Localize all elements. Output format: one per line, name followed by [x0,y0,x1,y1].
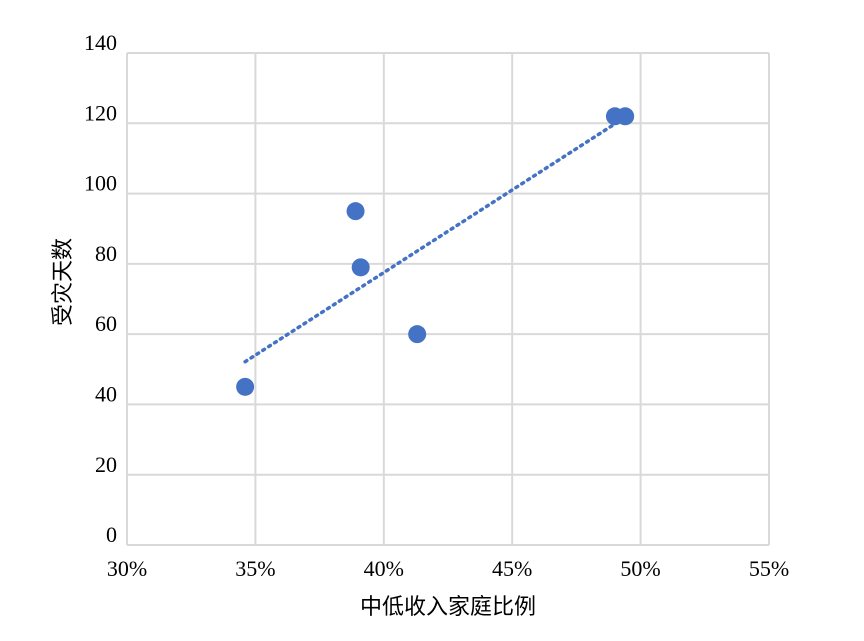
x-tick-label: 45% [492,556,532,581]
y-axis-title: 受灾天数 [51,238,76,326]
point [236,377,255,396]
y-tick-label: 140 [84,30,117,55]
x-tick-label: 40% [364,556,404,581]
trendline [243,115,627,364]
y-tick-label: 40 [95,381,117,406]
y-tick-label: 80 [95,241,117,266]
x-tick-label: 55% [749,556,789,581]
x-tick-label: 30% [107,556,147,581]
y-tick-label: 20 [95,452,117,477]
y-tick-label: 100 [84,171,117,196]
x-tick-label: 50% [620,556,660,581]
x-axis-title: 中低收入家庭比例 [360,595,536,620]
y-tick-label: 60 [95,311,117,336]
point [346,202,365,221]
x-tick-label: 35% [235,556,275,581]
point [351,258,370,277]
point [616,107,635,126]
y-tick-label: 120 [84,100,117,125]
point [408,325,427,344]
y-tick-label: 0 [106,522,117,547]
